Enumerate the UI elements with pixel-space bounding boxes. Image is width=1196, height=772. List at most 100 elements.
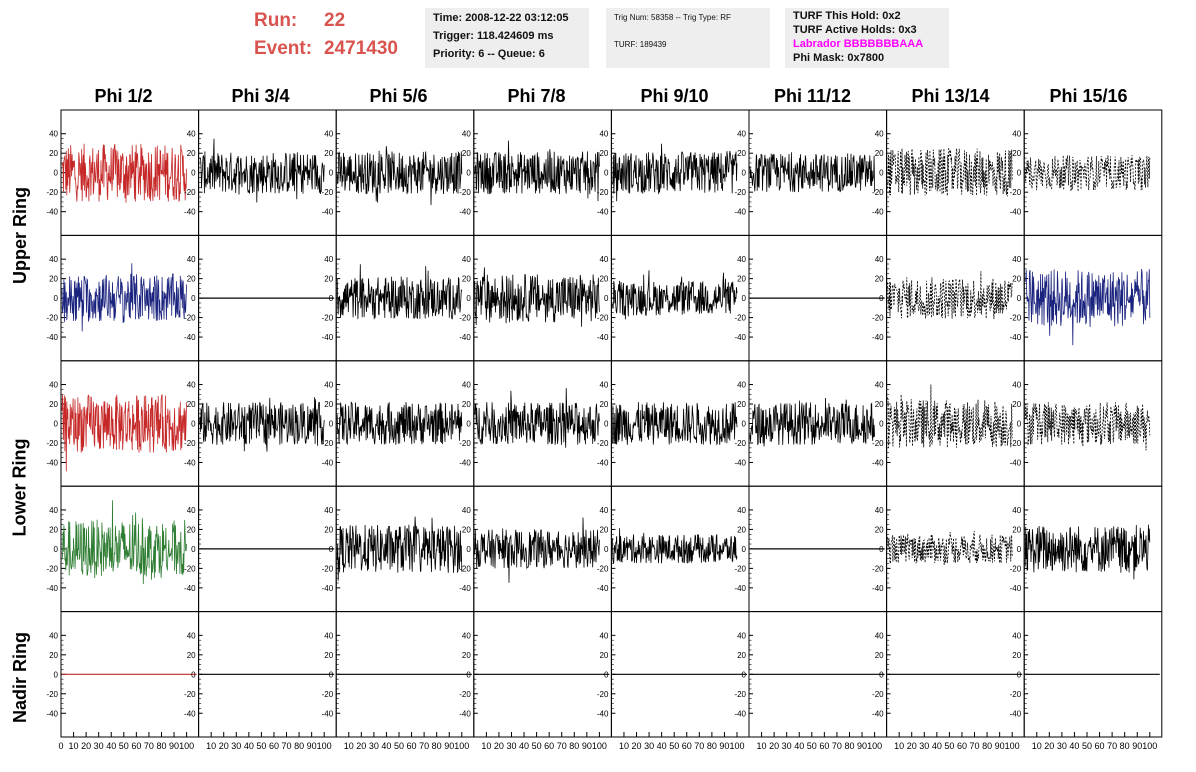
y-tick-label: -20 <box>872 314 884 323</box>
y-tick-label: 40 <box>599 506 608 515</box>
x-tick-label: 40 <box>381 741 391 751</box>
waveform-trace <box>61 500 187 585</box>
y-tick-label: -40 <box>734 458 746 467</box>
y-tick-label: 0 <box>879 420 884 429</box>
y-tick-label: 20 <box>1012 275 1021 284</box>
x-tick-label: 60 <box>544 741 554 751</box>
x-tick-label: 70 <box>694 741 704 751</box>
y-tick-label: -40 <box>872 709 884 718</box>
y-tick-label: 20 <box>737 651 746 660</box>
waveform-trace <box>61 143 187 203</box>
x-tick-label: 30 <box>506 741 516 751</box>
y-tick-label: 40 <box>599 255 608 264</box>
y-tick-label: -20 <box>597 690 609 699</box>
plot-frame <box>886 485 1025 613</box>
y-tick-label: 20 <box>1012 149 1021 158</box>
column-title-phi-5-6: Phi 5/6 <box>369 86 428 106</box>
y-tick-label: 20 <box>49 525 58 534</box>
y-tick-label: -40 <box>322 208 334 217</box>
x-tick-label: 100 <box>179 741 194 751</box>
y-tick-label: 40 <box>49 381 58 390</box>
waveform-trace <box>887 147 1013 197</box>
y-tick-label: 0 <box>329 545 334 554</box>
x-tick-label: 70 <box>832 741 842 751</box>
trig-num-box: Trig Num: 58358 -- Trig Type: RF TURF: 1… <box>606 8 770 68</box>
x-tick-label: 50 <box>119 741 129 751</box>
y-tick-label: -40 <box>46 709 58 718</box>
x-tick-label: 70 <box>419 741 429 751</box>
y-tick-label: 40 <box>49 506 58 515</box>
y-tick-label: -40 <box>1010 709 1022 718</box>
y-tick-label: -20 <box>734 314 746 323</box>
x-tick-label: 40 <box>794 741 804 751</box>
y-tick-label: 20 <box>187 400 196 409</box>
y-tick-label: -40 <box>46 584 58 593</box>
x-tick-label: 80 <box>156 741 166 751</box>
x-tick-label: 20 <box>356 741 366 751</box>
x-tick-label: 40 <box>932 741 942 751</box>
y-tick-label: -20 <box>1010 564 1022 573</box>
y-tick-label: 40 <box>187 381 196 390</box>
y-tick-label: -40 <box>597 208 609 217</box>
x-tick-label: 70 <box>144 741 154 751</box>
y-tick-label: -20 <box>734 564 746 573</box>
y-tick-label: 40 <box>187 506 196 515</box>
y-tick-label: -40 <box>1010 584 1022 593</box>
x-tick-label: 20 <box>632 741 642 751</box>
y-tick-label: 0 <box>1017 420 1022 429</box>
x-tick-label: 10 <box>619 741 629 751</box>
y-tick-label: 20 <box>599 275 608 284</box>
x-tick-label: 10 <box>894 741 904 751</box>
y-tick-label: -20 <box>322 690 334 699</box>
x-tick-label: 60 <box>1095 741 1105 751</box>
y-tick-label: -40 <box>1010 208 1022 217</box>
y-tick-label: 40 <box>462 506 471 515</box>
y-tick-label: 20 <box>462 525 471 534</box>
y-tick-label: 20 <box>599 400 608 409</box>
y-tick-label: 40 <box>599 631 608 640</box>
y-tick-label: 40 <box>1012 631 1021 640</box>
y-tick-label: -40 <box>597 709 609 718</box>
y-tick-label: 0 <box>466 420 471 429</box>
y-tick-label: -40 <box>872 584 884 593</box>
y-tick-label: -20 <box>1010 439 1022 448</box>
column-title-phi-11-12: Phi 11/12 <box>773 86 852 106</box>
y-tick-label: -20 <box>459 690 471 699</box>
y-tick-label: -20 <box>459 188 471 197</box>
x-tick-label: 10 <box>206 741 216 751</box>
x-tick-label: 50 <box>532 741 542 751</box>
y-tick-label: 20 <box>737 149 746 158</box>
trigger-text: Trigger: 118.424609 ms <box>433 30 554 42</box>
y-tick-label: -40 <box>46 333 58 342</box>
x-tick-label: 100 <box>867 741 882 751</box>
y-tick-label: -40 <box>459 208 471 217</box>
y-tick-label: 0 <box>329 420 334 429</box>
y-tick-label: -20 <box>872 439 884 448</box>
x-tick-label: 40 <box>1069 741 1079 751</box>
x-tick-label: 90 <box>1132 741 1142 751</box>
y-tick-label: 20 <box>49 149 58 158</box>
waveform-trace <box>474 267 600 327</box>
x-tick-label: 100 <box>317 741 332 751</box>
x-tick-label: 90 <box>719 741 729 751</box>
column-title-phi-7-8: Phi 7/8 <box>507 86 566 106</box>
x-tick-label: 20 <box>494 741 504 751</box>
x-tick-label: 70 <box>970 741 980 751</box>
run-event-display: Run: 22 Event: 2471430 <box>250 8 420 68</box>
y-tick-label: -40 <box>46 208 58 217</box>
y-tick-label: -40 <box>459 709 471 718</box>
y-tick-label: -20 <box>597 314 609 323</box>
y-tick-label: -20 <box>46 188 58 197</box>
y-tick-label: -40 <box>597 458 609 467</box>
y-tick-label: 40 <box>737 381 746 390</box>
y-tick-label: 20 <box>462 149 471 158</box>
waveform-trace <box>336 146 463 206</box>
y-tick-label: 0 <box>191 670 196 679</box>
y-tick-label: -40 <box>184 208 196 217</box>
y-tick-label: 0 <box>191 169 196 178</box>
y-tick-label: 0 <box>879 294 884 303</box>
x-tick-label: 90 <box>857 741 867 751</box>
y-tick-label: 20 <box>599 651 608 660</box>
y-tick-label: -40 <box>322 333 334 342</box>
y-tick-label: 40 <box>737 631 746 640</box>
